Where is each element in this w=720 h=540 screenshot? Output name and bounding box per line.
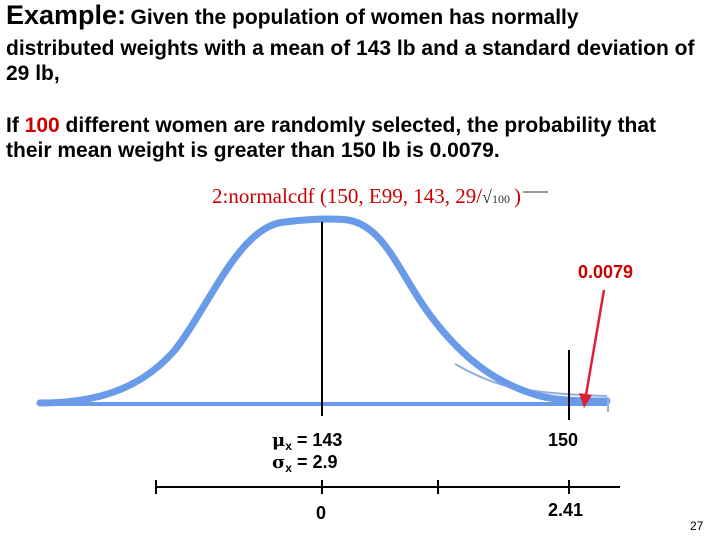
page-number: 27 xyxy=(690,519,704,533)
calc-radicand: 100 xyxy=(491,192,510,206)
tail-area-label: 0.0079 xyxy=(578,262,634,282)
area-arrow-head-icon xyxy=(579,393,592,408)
calc-suffix: ) xyxy=(513,184,521,208)
given-paragraph: distributed weights with a mean of 143 l… xyxy=(6,37,695,85)
mu-symbol: μ xyxy=(272,430,286,451)
if-text-rest: different women are randomly selected, t… xyxy=(6,114,657,162)
cutoff-value-label: 150 xyxy=(548,430,579,450)
mean-of-means-label: μx = 143 xyxy=(272,430,343,453)
sqrt-icon: √ xyxy=(482,187,492,207)
sigma-subscript: x xyxy=(285,461,292,475)
sample-size-number: 100 xyxy=(24,114,60,137)
title-example-word: Example: xyxy=(6,0,127,30)
mu-value: = 143 xyxy=(296,430,343,450)
slide-title: Example: Given the population of women h… xyxy=(6,0,716,31)
area-arrow-line xyxy=(584,289,606,396)
bell-curve xyxy=(36,215,611,407)
z-score-label: 2.41 xyxy=(548,500,584,520)
calc-prefix: 2:normalcdf (150, E99, 143, 29/ xyxy=(212,184,483,208)
probability-paragraph: If 100 different women are randomly sele… xyxy=(6,113,706,163)
sigma-symbol: σ xyxy=(272,452,286,473)
sigma-value: = 2.9 xyxy=(296,452,338,472)
z-zero-label: 0 xyxy=(316,503,327,523)
calculator-command: 2:normalcdf (150, E99, 143, 29/√100) xyxy=(212,184,521,209)
mu-subscript: x xyxy=(285,439,292,453)
title-given-text: Given the population of women has normal… xyxy=(130,6,579,29)
if-text-start: If xyxy=(6,114,25,137)
std-error-label: σx = 2.9 xyxy=(272,452,338,475)
